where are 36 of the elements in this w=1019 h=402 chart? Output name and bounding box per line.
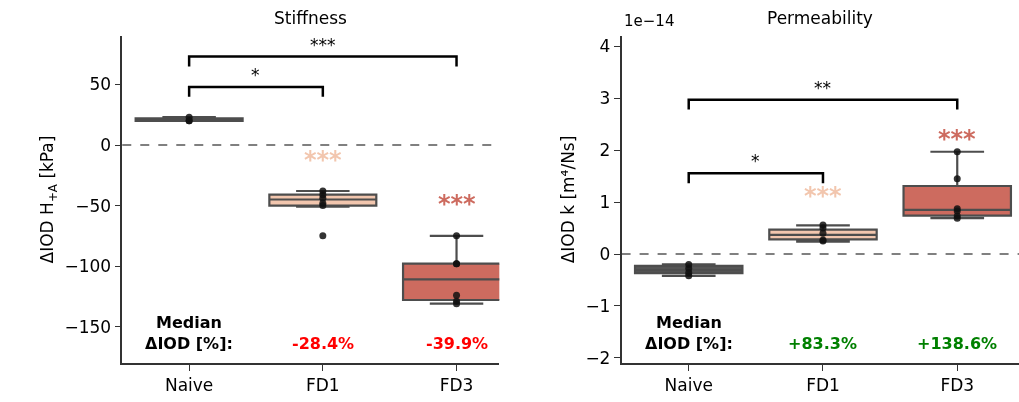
- y-tick-label: 2: [599, 140, 611, 161]
- y-tick-label: 0: [599, 243, 611, 264]
- chart-title: Permeability: [767, 8, 873, 28]
- annotation: ***: [304, 146, 343, 174]
- annotation: *: [751, 151, 760, 171]
- y-tick-label: −150: [64, 316, 112, 337]
- annotation: -28.4%: [292, 334, 355, 353]
- y-tick-label: −1: [585, 295, 611, 316]
- x-tick-label: Naive: [664, 375, 713, 396]
- x-tick-label: FD3: [940, 375, 975, 396]
- y-tick-label: −2: [585, 347, 611, 368]
- y-tick-label: 3: [599, 88, 611, 109]
- annotation: Median ΔIOD [%]:: [145, 313, 233, 353]
- annotation: **: [814, 78, 831, 98]
- y-tick-label: 4: [599, 36, 611, 57]
- y-tick-label: 50: [89, 74, 112, 95]
- x-tick-label: Naive: [164, 375, 214, 396]
- annotation: +138.6%: [917, 334, 998, 353]
- annotation: ***: [938, 125, 977, 153]
- annotation: +83.3%: [788, 334, 857, 353]
- y-tick-label: −100: [64, 256, 112, 277]
- y-tick-label: 1: [599, 192, 611, 213]
- x-tick-label: FD1: [305, 375, 340, 396]
- y-tick-label: −50: [75, 195, 112, 216]
- annotation: ***: [310, 35, 336, 55]
- x-tick-label: FD1: [806, 375, 840, 396]
- chart-title: Stiffness: [274, 8, 347, 28]
- y-axis-title: ΔIOD k [m⁴/Ns]: [558, 135, 579, 264]
- annotation: ***: [438, 190, 477, 218]
- text: 1e−14: [624, 12, 675, 30]
- annotation: -39.9%: [426, 334, 489, 353]
- annotation: Median ΔIOD [%]:: [645, 313, 733, 353]
- annotation: ***: [804, 182, 843, 210]
- y-tick-label: 0: [100, 134, 112, 155]
- annotation: *: [251, 65, 260, 85]
- x-tick-label: FD3: [439, 375, 474, 396]
